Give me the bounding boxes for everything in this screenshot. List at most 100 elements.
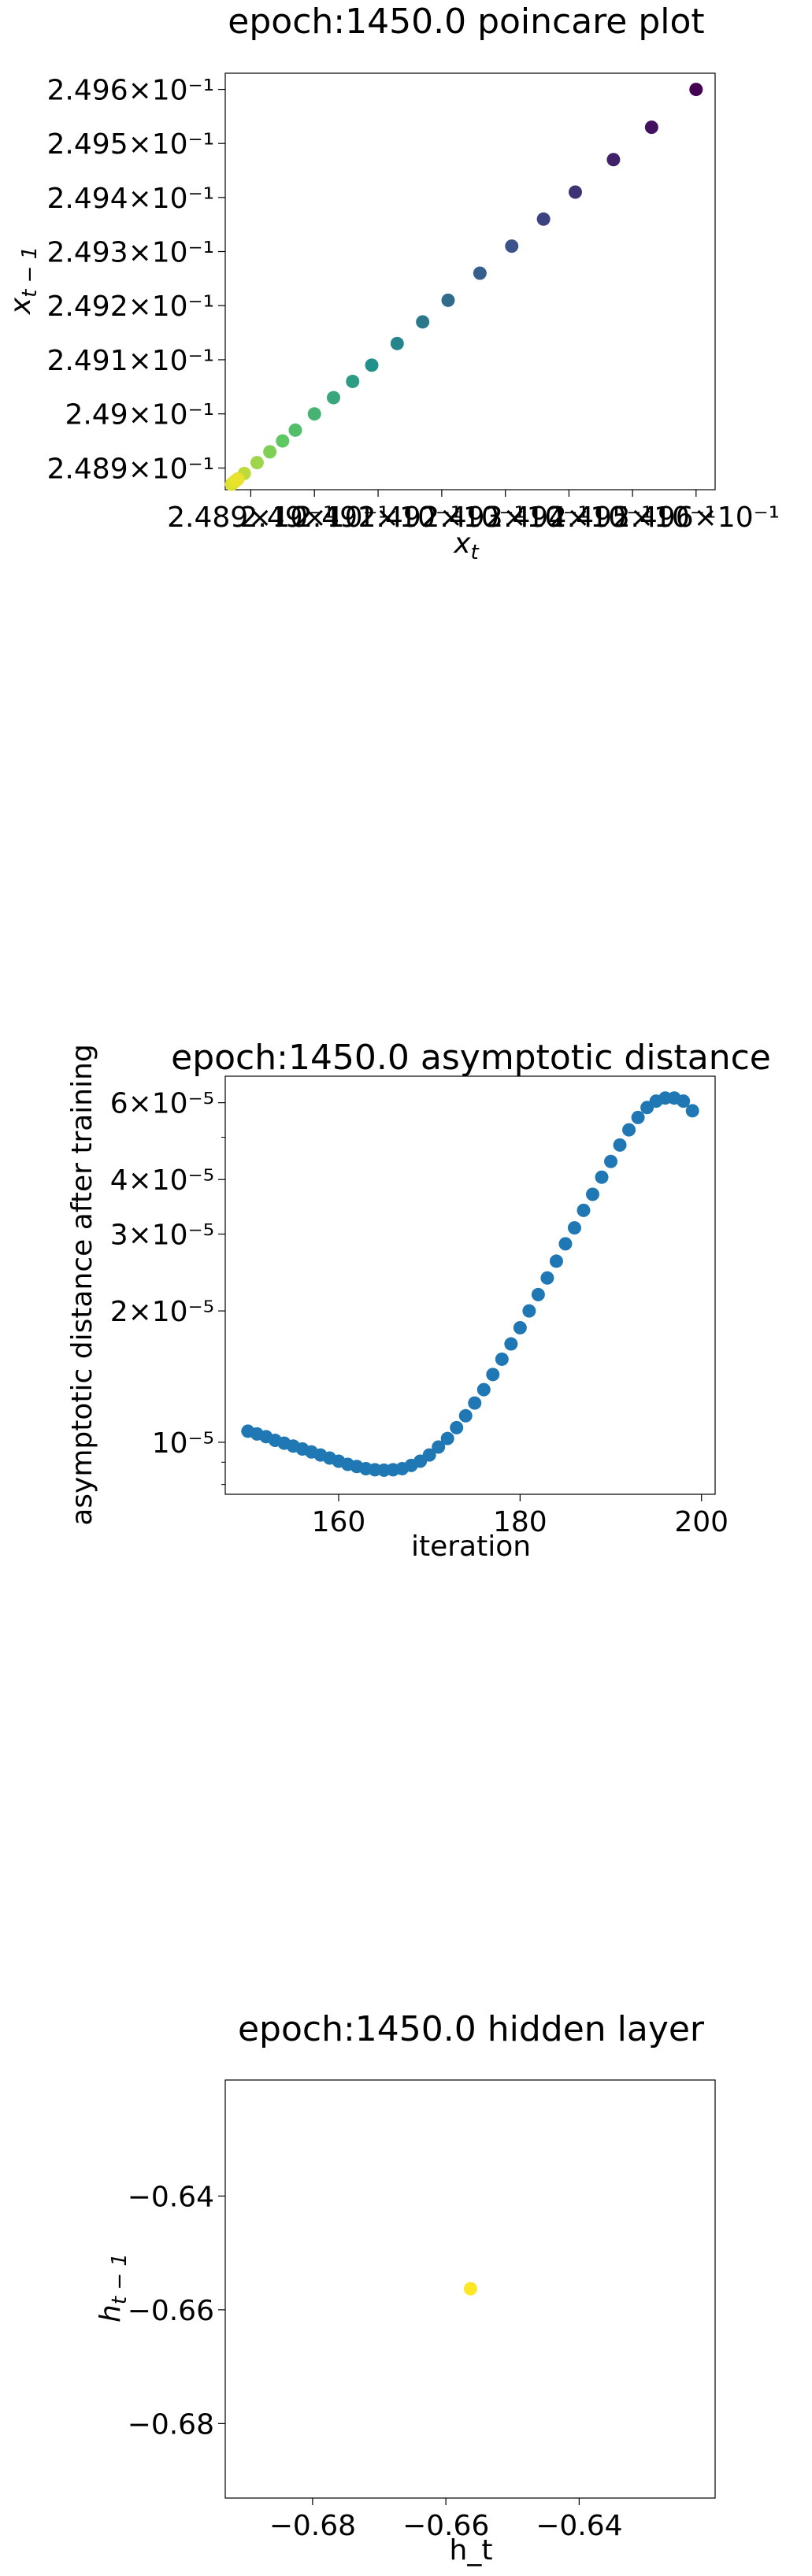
asymptotic-x-ticks: 160 180 200 <box>312 1494 729 1538</box>
x-tick-label: 160 <box>312 1506 366 1538</box>
data-point <box>689 83 703 97</box>
x-tick-label: 2.493×10⁻¹ <box>421 502 588 534</box>
asymptotic-points <box>241 1091 699 1477</box>
data-point <box>432 1440 446 1454</box>
asymptotic-axes-frame <box>224 1075 716 1495</box>
poincare-points <box>224 83 703 491</box>
y-tick-label: 2.491×10⁻¹ <box>47 345 214 377</box>
data-point <box>473 266 487 280</box>
asymptotic-y-ticks: 10⁻⁵ 2×10⁻⁵ 3×10⁻⁵ 4×10⁻⁵ 6×10⁻⁵ <box>110 1088 225 1486</box>
y-tick-label: 6×10⁻⁵ <box>110 1088 214 1120</box>
data-point <box>595 1170 609 1184</box>
poincare-axes-frame <box>224 72 716 490</box>
data-point <box>390 336 404 350</box>
data-point <box>422 1448 436 1462</box>
data-point <box>307 407 321 421</box>
data-point <box>577 1203 591 1217</box>
y-tick-label: −0.68 <box>128 2408 214 2441</box>
data-point <box>288 423 302 437</box>
hidden-x-ticks: −0.68 −0.66 −0.64 <box>269 2498 623 2542</box>
y-tick-label: 2.493×10⁻¹ <box>47 237 214 269</box>
x-tick-label: 2.49×10⁻¹ <box>239 502 389 534</box>
y-tick-label: 10⁻⁵ <box>152 1427 214 1460</box>
data-point <box>263 445 277 459</box>
asymptotic-y-label: asymptotic distance after training <box>66 1044 98 1526</box>
y-tick-label: 3×10⁻⁵ <box>110 1219 214 1251</box>
data-point <box>441 293 455 307</box>
data-point <box>230 472 244 487</box>
y-tick-label: 2.496×10⁻¹ <box>47 75 214 107</box>
x-tick-label: 2.492×10⁻¹ <box>358 502 525 534</box>
x-tick-label: 2.494×10⁻¹ <box>485 502 652 534</box>
x-tick-label: 200 <box>674 1506 729 1538</box>
hidden-title: epoch:1450.0 hidden layer <box>238 2009 705 2049</box>
data-point <box>613 1138 627 1152</box>
data-point <box>513 1320 527 1334</box>
y-tick-label: 4×10⁻⁵ <box>110 1164 214 1197</box>
data-point <box>486 1368 500 1382</box>
hidden-x-label: h_t <box>450 2534 493 2567</box>
data-point <box>622 1123 636 1137</box>
x-tick-label: −0.64 <box>536 2510 622 2542</box>
y-tick-label: 2.495×10⁻¹ <box>47 128 214 161</box>
y-tick-label: 2.492×10⁻¹ <box>47 291 214 323</box>
x-tick-label: 180 <box>493 1506 547 1538</box>
data-point <box>586 1187 599 1201</box>
x-tick-label: 2.495×10⁻¹ <box>549 502 716 534</box>
asymptotic-title: epoch:1450.0 asymptotic distance <box>171 1038 771 1078</box>
data-point <box>568 185 582 199</box>
y-tick-label: 2.489×10⁻¹ <box>47 453 214 485</box>
data-point <box>495 1352 509 1366</box>
data-point <box>346 374 360 388</box>
hidden-y-label: ht − 1 <box>95 2253 132 2322</box>
hidden-axes-frame <box>224 2079 716 2499</box>
data-point <box>440 1431 454 1445</box>
data-point <box>365 358 379 372</box>
data-point <box>463 2282 477 2296</box>
x-tick-label: 2.496×10⁻¹ <box>613 502 780 534</box>
data-point <box>531 1287 545 1301</box>
data-point <box>685 1104 699 1118</box>
data-point <box>677 1094 691 1108</box>
poincare-y-label: xt − 1 <box>5 246 42 315</box>
data-point <box>505 239 519 254</box>
y-tick-label: 2×10⁻⁵ <box>110 1296 214 1328</box>
data-point <box>468 1396 482 1410</box>
data-point <box>644 120 658 135</box>
asymptotic-x-label: iteration <box>411 1530 531 1563</box>
data-point <box>540 1271 554 1285</box>
x-tick-label: −0.66 <box>402 2510 489 2542</box>
poincare-x-label: xt <box>453 527 479 564</box>
hidden-layer-chart: epoch:1450.0 hidden layer −0.68−0.66−0.6… <box>95 2009 716 2567</box>
data-point <box>536 212 551 226</box>
y-tick-label: −0.66 <box>128 2295 214 2327</box>
data-point <box>604 1154 618 1168</box>
data-point <box>504 1337 518 1351</box>
poincare-y-ticks: 2.489×10⁻¹ 2.49×10⁻¹ 2.491×10⁻¹ 2.492×10⁻¹ 2… <box>47 75 225 485</box>
x-tick-label: 2.489×10⁻¹ <box>167 502 334 534</box>
data-point <box>558 1237 573 1251</box>
y-tick-label: −0.64 <box>128 2181 214 2213</box>
data-point <box>250 456 264 470</box>
x-tick-label: 2.491×10⁻¹ <box>295 502 462 534</box>
data-point <box>567 1221 581 1235</box>
y-tick-label: 2.49×10⁻¹ <box>65 399 214 431</box>
data-point <box>549 1254 563 1268</box>
data-point <box>522 1304 536 1318</box>
x-tick-label: −0.68 <box>269 2510 356 2542</box>
hidden-y-ticks: −0.68 −0.66 −0.64 <box>128 2181 225 2441</box>
data-point <box>326 390 340 405</box>
poincare-x-ticks: 2.489×10⁻¹2.49×10⁻¹2.491×10⁻¹2.492×10⁻¹2… <box>167 490 780 534</box>
data-point <box>606 153 621 167</box>
data-point <box>450 1420 464 1434</box>
poincare-chart: epoch:1450.0 poincare plot 2.489×10⁻¹2.4… <box>5 2 780 564</box>
data-point <box>631 1110 645 1124</box>
poincare-title: epoch:1450.0 poincare plot <box>228 2 704 42</box>
hidden-points <box>463 2282 477 2296</box>
data-point <box>416 315 430 329</box>
y-tick-label: 2.494×10⁻¹ <box>47 183 214 215</box>
data-point <box>458 1408 473 1423</box>
asymptotic-distance-chart: epoch:1450.0 asymptotic distance 10⁻⁵ 2×1… <box>66 1038 771 1563</box>
data-point <box>476 1382 491 1397</box>
